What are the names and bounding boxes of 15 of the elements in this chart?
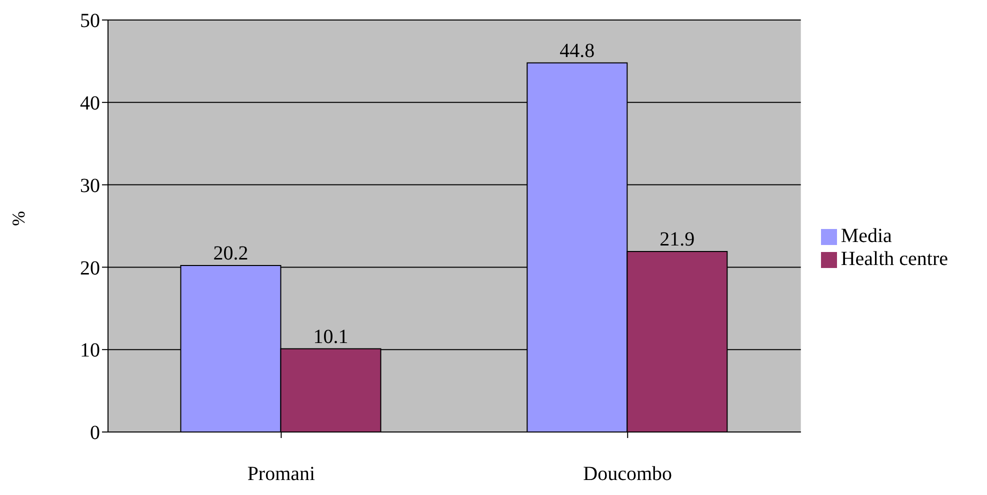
legend-label: Health centre: [840, 248, 948, 270]
y-tick-label: 10: [80, 340, 100, 362]
y-tick-label: 30: [80, 174, 100, 197]
data-label: 10.1: [313, 326, 348, 348]
data-label: 20.2: [213, 242, 248, 265]
y-axis-title: %: [8, 211, 28, 226]
y-tick-label: 50: [80, 10, 100, 32]
data-label: 44.8: [560, 40, 595, 62]
data-label: 21.9: [660, 228, 695, 251]
x-tick-label: Promani: [247, 463, 316, 486]
y-tick-label: 40: [80, 92, 100, 114]
y-tick-label: 20: [80, 257, 100, 280]
y-tick-label: 0: [90, 422, 100, 444]
legend-label: Media: [840, 225, 892, 247]
x-tick-label: Doucombo: [583, 463, 672, 486]
